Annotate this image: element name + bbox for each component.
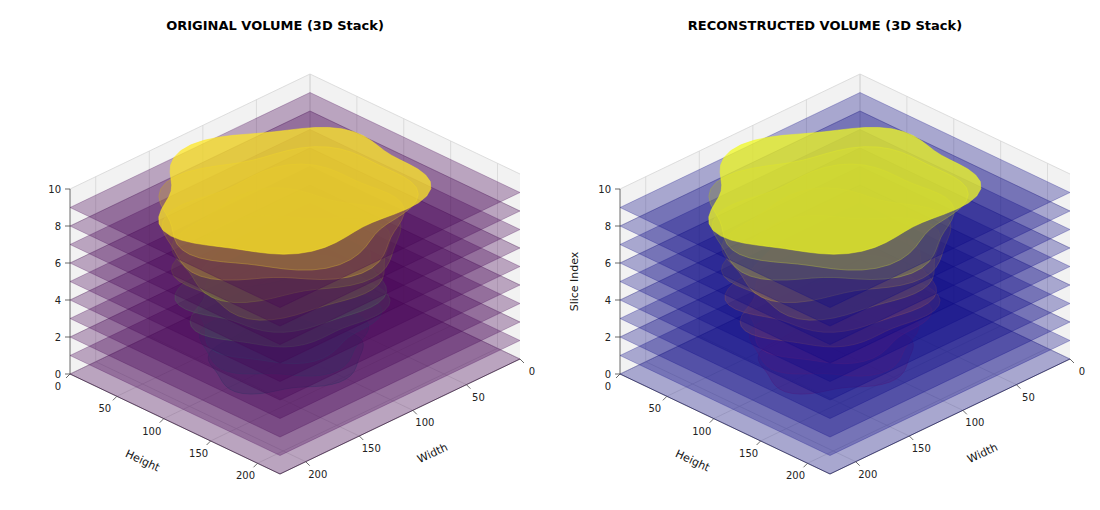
svg-text:4: 4 xyxy=(605,295,611,306)
svg-text:Width: Width xyxy=(415,441,449,466)
svg-text:200: 200 xyxy=(858,469,877,480)
svg-text:6: 6 xyxy=(605,258,611,269)
svg-text:RECONSTRUCTED VOLUME (3D Stack: RECONSTRUCTED VOLUME (3D Stack) xyxy=(688,18,962,33)
svg-text:2: 2 xyxy=(55,332,61,343)
svg-text:50: 50 xyxy=(472,392,485,403)
svg-text:10: 10 xyxy=(598,184,611,195)
svg-text:50: 50 xyxy=(649,403,662,414)
svg-text:150: 150 xyxy=(362,443,381,454)
svg-text:ORIGINAL VOLUME (3D Stack): ORIGINAL VOLUME (3D Stack) xyxy=(166,18,384,33)
svg-text:Height: Height xyxy=(123,447,162,474)
svg-text:0: 0 xyxy=(55,381,61,392)
svg-text:200: 200 xyxy=(786,470,805,481)
svg-text:200: 200 xyxy=(308,469,327,480)
svg-text:Width: Width xyxy=(965,441,999,466)
svg-text:100: 100 xyxy=(692,426,711,437)
svg-text:150: 150 xyxy=(189,448,208,459)
svg-text:50: 50 xyxy=(99,403,112,414)
svg-text:100: 100 xyxy=(965,417,984,428)
svg-text:100: 100 xyxy=(142,426,161,437)
svg-text:4: 4 xyxy=(55,295,61,306)
svg-text:0: 0 xyxy=(1079,366,1085,377)
svg-text:6: 6 xyxy=(55,258,61,269)
svg-text:150: 150 xyxy=(912,443,931,454)
svg-text:2: 2 xyxy=(605,332,611,343)
svg-text:Height: Height xyxy=(673,447,712,474)
svg-text:0: 0 xyxy=(605,381,611,392)
svg-text:0: 0 xyxy=(605,369,611,380)
svg-text:200: 200 xyxy=(236,470,255,481)
svg-text:Slice Index: Slice Index xyxy=(568,251,581,311)
svg-text:8: 8 xyxy=(605,221,611,232)
svg-text:100: 100 xyxy=(415,417,434,428)
svg-text:0: 0 xyxy=(529,366,535,377)
svg-text:10: 10 xyxy=(48,184,61,195)
svg-text:8: 8 xyxy=(55,221,61,232)
svg-text:150: 150 xyxy=(739,448,758,459)
svg-text:0: 0 xyxy=(55,369,61,380)
svg-text:50: 50 xyxy=(1022,392,1035,403)
